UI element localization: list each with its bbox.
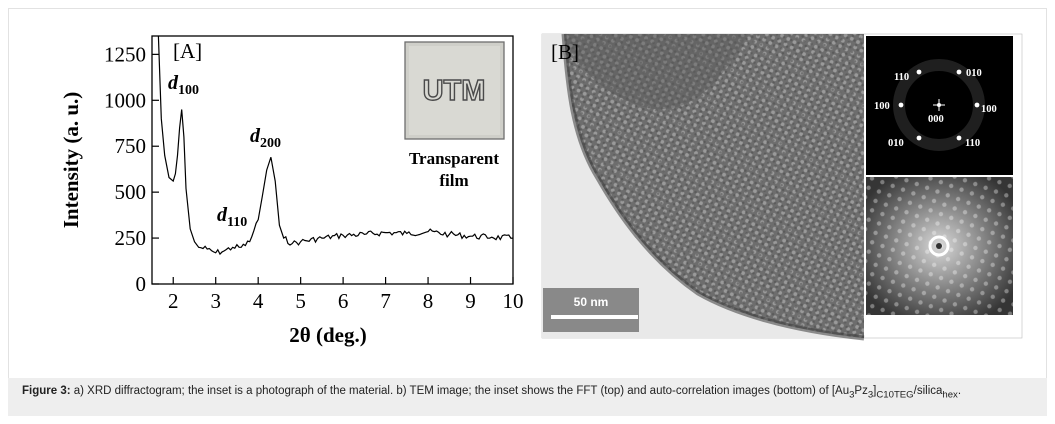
y-tick-label: 0 — [136, 272, 147, 296]
fft-label-000: 000 — [928, 114, 944, 125]
y-tick-label: 1250 — [104, 42, 146, 66]
autocorrelation-inset — [866, 177, 1013, 315]
x-tick-label: 7 — [380, 289, 391, 313]
figure-caption: Figure 3: a) XRD diffractogram; the inse… — [8, 378, 1047, 416]
panel-b-label: [B] — [551, 40, 579, 64]
x-tick-label: 6 — [338, 289, 349, 313]
x-tick-label: 2 — [168, 289, 179, 313]
x-tick-label: 5 — [295, 289, 306, 313]
caption-sub-1: 3 — [849, 389, 855, 401]
xrd-series-line — [157, 35, 514, 256]
x-tick-label: 4 — [253, 289, 264, 313]
x-ticks: 2 3 4 5 6 7 8 9 10 — [168, 277, 524, 313]
y-ticks: 0 250 500 750 1000 1250 — [104, 42, 159, 296]
caption-text-b: Pz — [854, 385, 868, 397]
caption-sub-2: 3 — [867, 389, 874, 401]
utm-logo: UTM — [423, 75, 486, 107]
caption-text-a: a) XRD diffractogram; the inset is a pho… — [70, 385, 850, 397]
peak-label-d110: d110 — [217, 204, 247, 230]
caption-text-d: /silica — [913, 385, 943, 397]
fft-label-010-top: 010 — [966, 68, 982, 79]
panel-b-tem-image: [B] 50 nm 110 010 100 000 100 010 — [541, 33, 1023, 341]
transparent-film-photo: UTM — [404, 41, 505, 140]
fft-label-100-right: 100 — [981, 104, 997, 115]
panel-a-xrd-chart: 0 250 500 750 1000 1250 2 3 4 5 6 7 8 9 10 [A] d100 d… — [59, 35, 524, 347]
y-tick-label: 750 — [115, 134, 147, 158]
scale-bar-box — [543, 288, 639, 332]
fft-label-110-top: 110 — [894, 72, 909, 83]
plot-frame — [151, 35, 514, 285]
caption-figure-label: Figure 3: — [22, 385, 71, 397]
y-axis-label: Intensity (a. u.) — [59, 92, 83, 229]
caption-sub-4: hex — [942, 389, 958, 401]
figure-panels: 0 250 500 750 1000 1250 2 3 4 5 6 7 8 9 10 [A] d100 d… — [59, 33, 1023, 347]
inset-caption-line2: film — [439, 171, 468, 190]
fft-label-010-bottom: 010 — [888, 138, 904, 149]
peak-label-d200: d200 — [250, 125, 281, 151]
scale-bar-line — [551, 315, 638, 319]
caption-text-c: ] — [873, 385, 877, 397]
y-tick-label: 1000 — [104, 88, 146, 112]
inset-caption-line1: Transparent — [409, 149, 499, 168]
caption-text-e: . — [957, 385, 962, 397]
fft-label-110-bottom: 110 — [965, 138, 980, 149]
y-tick-label: 250 — [115, 226, 147, 250]
x-tick-label: 3 — [210, 289, 221, 313]
x-tick-label: 9 — [465, 289, 476, 313]
fft-inset: 110 010 100 000 100 010 110 — [866, 36, 1013, 175]
peak-label-d100: d100 — [168, 72, 199, 98]
scale-bar-label: 50 nm — [574, 295, 609, 309]
x-tick-label: 8 — [423, 289, 434, 313]
caption-sub-3: C10TEG — [876, 389, 914, 401]
y-tick-label: 500 — [115, 180, 147, 204]
x-tick-label: 10 — [503, 289, 524, 313]
fft-label-100-left: 100 — [874, 101, 890, 112]
x-axis-label: 2θ (deg.) — [289, 323, 366, 347]
panel-a-label: [A] — [173, 39, 202, 63]
